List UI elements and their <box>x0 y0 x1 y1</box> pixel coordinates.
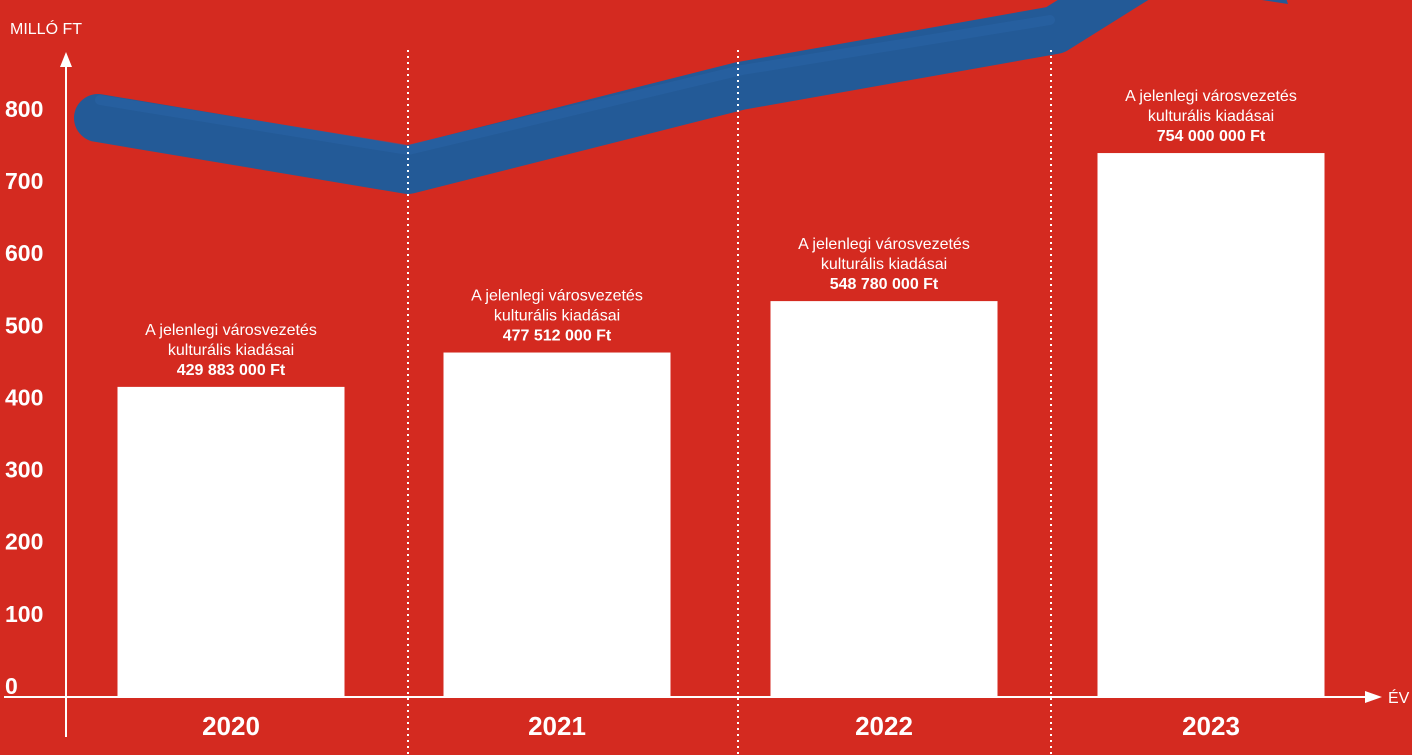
data-label-group: A jelenlegi városvezetés kulturális kiadá… <box>145 88 1297 379</box>
y-tick-label: 400 <box>5 384 43 410</box>
y-axis-title: MILLÓ FT <box>10 19 82 38</box>
x-axis-title: ÉV <box>1388 688 1410 707</box>
y-tick-label: 300 <box>5 457 43 483</box>
y-tick-label: 500 <box>5 312 43 338</box>
y-tick-label: 200 <box>5 529 43 555</box>
data-label-value: 548 780 000 Ft <box>830 276 939 293</box>
y-tick-label: 700 <box>5 168 43 194</box>
data-label-line2: kulturális kiadásai <box>168 342 294 359</box>
x-tick-label: 2022 <box>855 711 913 741</box>
data-label-line1: A jelenlegi városvezetés <box>798 236 970 253</box>
y-tick-label: 0 <box>5 673 18 699</box>
data-label-line2: kulturális kiadásai <box>1148 108 1274 125</box>
bar <box>117 386 345 697</box>
bar-series <box>117 153 1325 698</box>
x-category-labels: 2020 2021 2022 2023 <box>202 711 1240 741</box>
bar <box>770 301 998 697</box>
trend-brush-arrow <box>74 0 1288 194</box>
bar <box>1097 153 1325 698</box>
y-tick-label: 600 <box>5 240 43 266</box>
y-axis-arrowhead <box>60 52 72 67</box>
data-label-line1: A jelenlegi városvezetés <box>1125 88 1297 105</box>
data-label-value: 754 000 000 Ft <box>1157 128 1266 145</box>
bar <box>443 352 671 697</box>
x-tick-label: 2020 <box>202 711 260 741</box>
data-label-line1: A jelenlegi városvezetés <box>145 322 317 339</box>
data-label-value: 429 883 000 Ft <box>177 362 286 379</box>
x-tick-label: 2023 <box>1182 711 1240 741</box>
data-label-line2: kulturális kiadásai <box>494 308 620 325</box>
data-label-line2: kulturális kiadásai <box>821 256 947 273</box>
y-tick-labels: 0 100 200 300 400 500 600 700 800 <box>5 96 43 699</box>
data-label-line1: A jelenlegi városvezetés <box>471 288 643 305</box>
y-tick-label: 800 <box>5 96 43 122</box>
data-label-value: 477 512 000 Ft <box>503 328 612 345</box>
x-axis-arrowhead <box>1365 691 1382 703</box>
x-tick-label: 2021 <box>528 711 586 741</box>
y-tick-label: 100 <box>5 601 43 627</box>
